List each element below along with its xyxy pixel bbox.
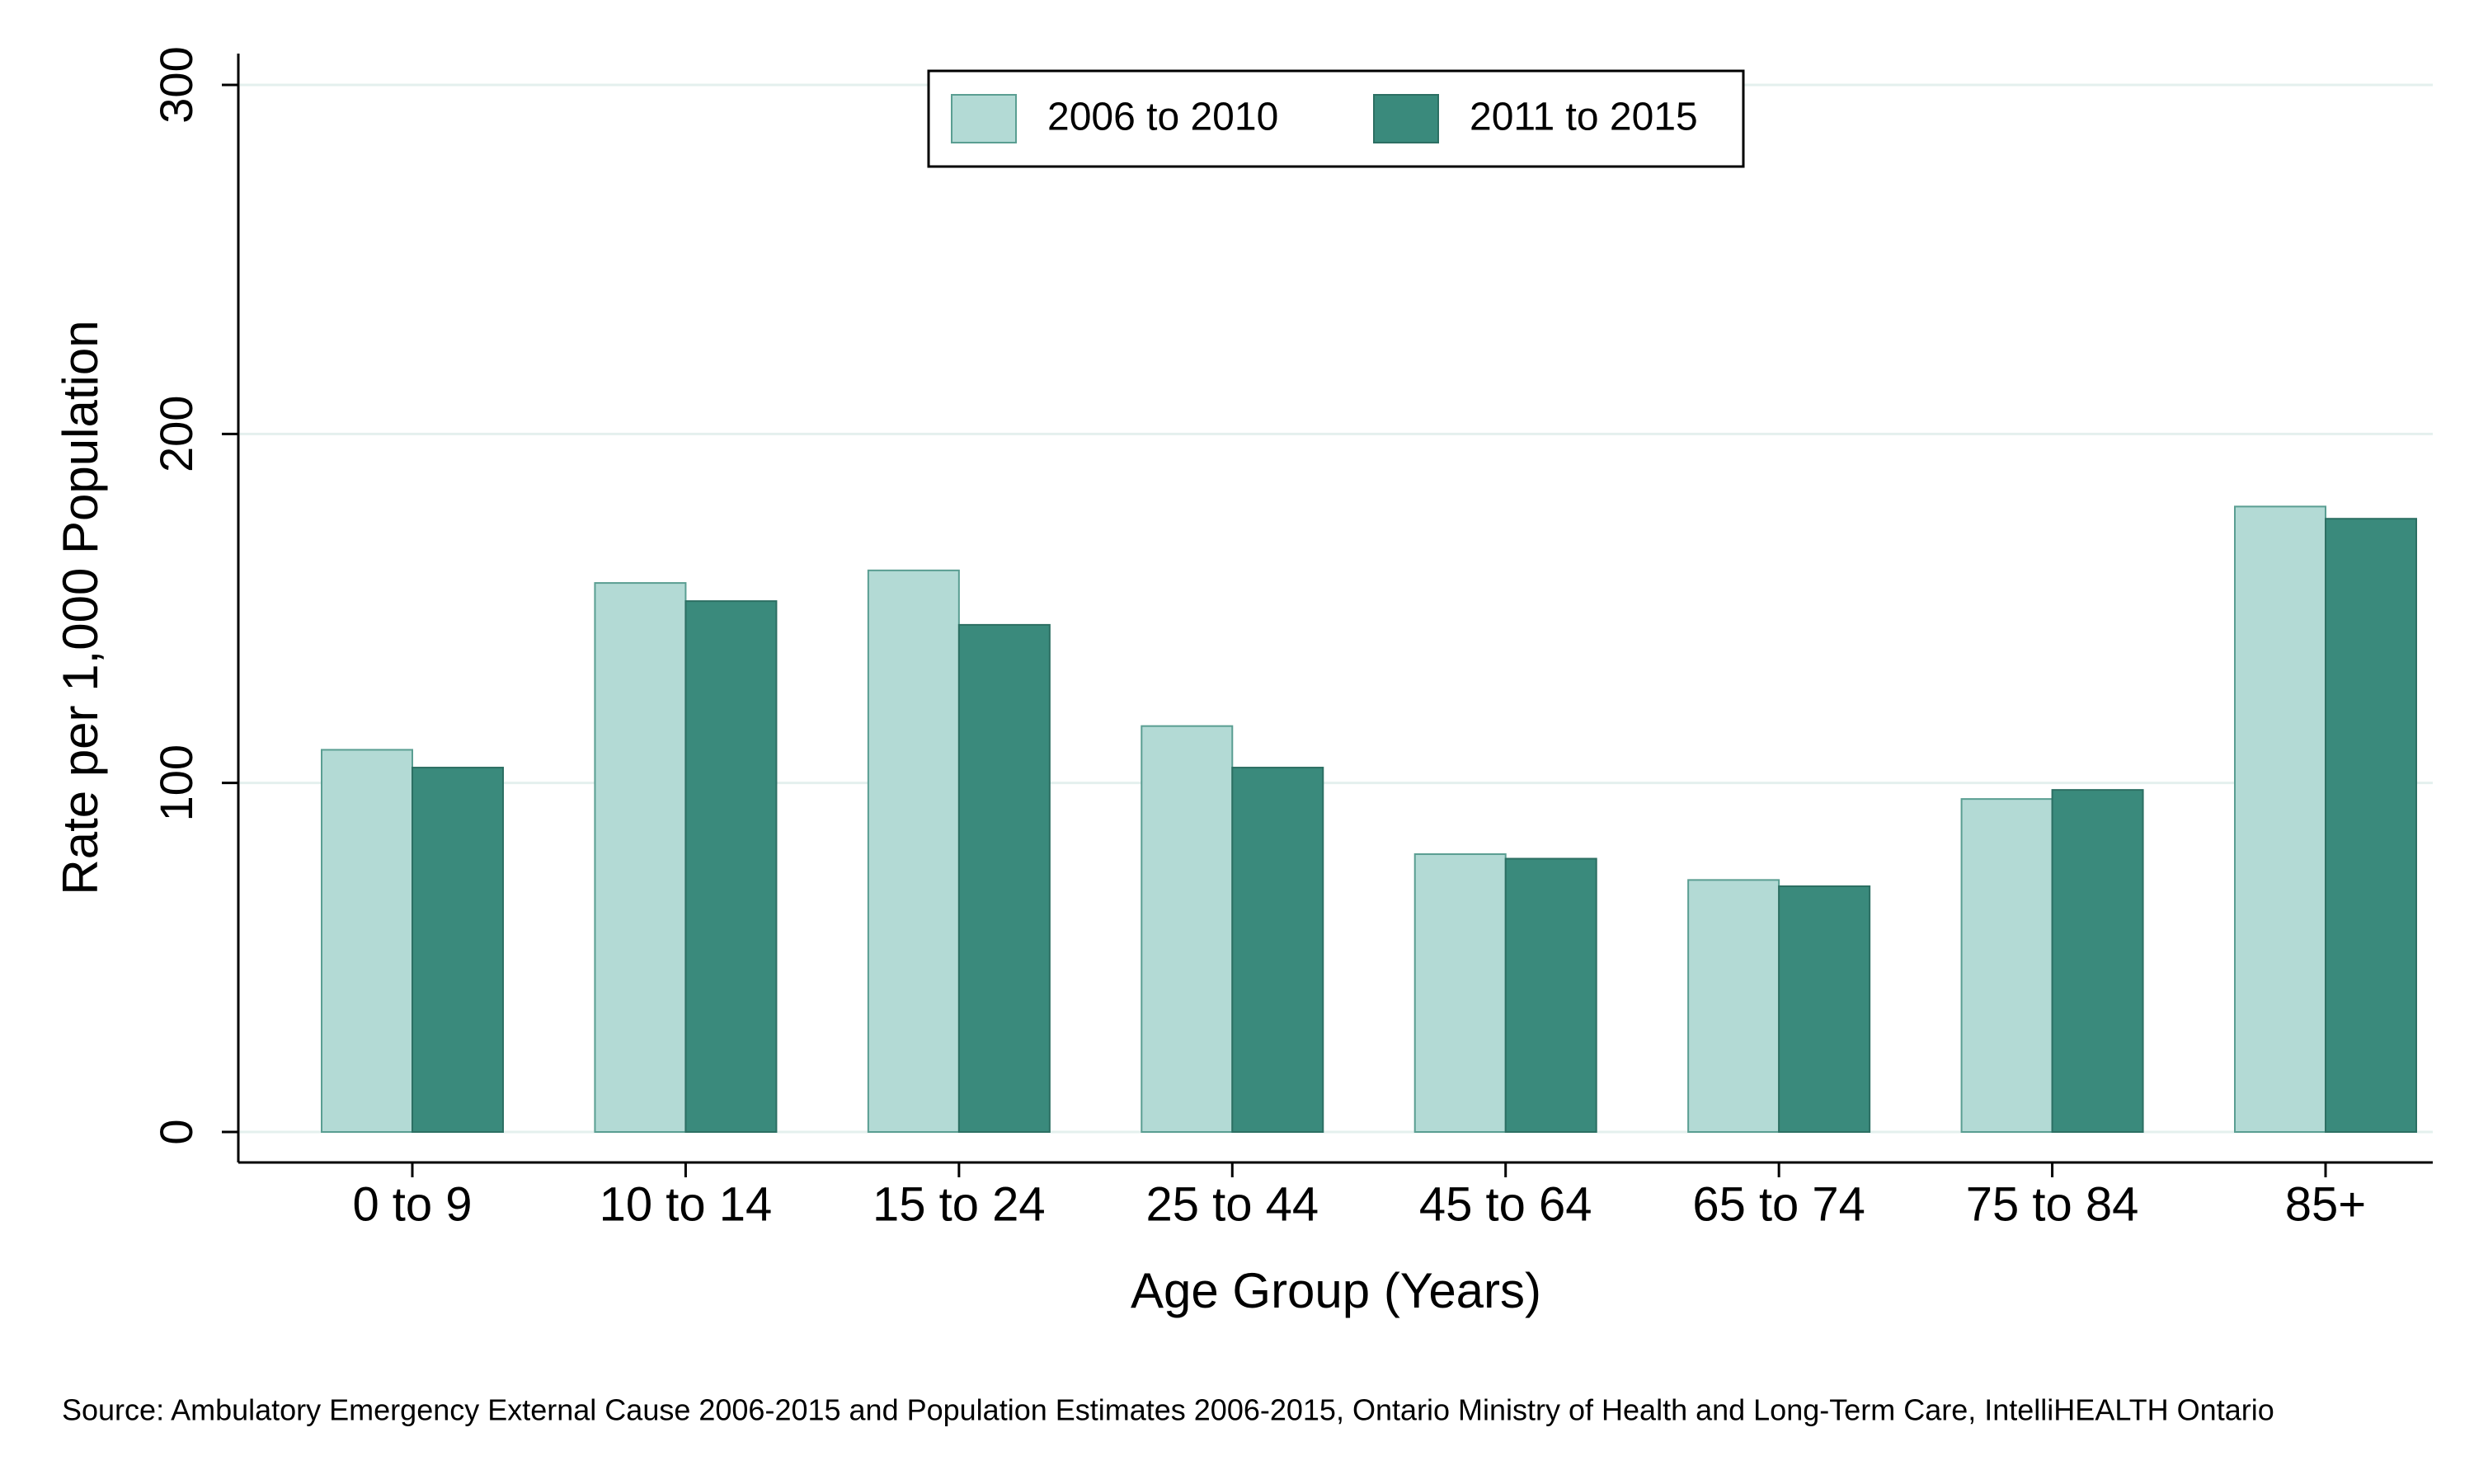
x-tick-label-65-to-74: 65 to 74 [1692, 1177, 1865, 1231]
x-axis-categories: 0 to 9 10 to 14 15 to 24 25 to 44 45 to 64 65… [352, 1162, 2366, 1231]
x-axis-title: Age Group (Years) [1131, 1263, 1541, 1318]
x-tick-label-0-to-9: 0 to 9 [352, 1177, 472, 1231]
bar-2011-to-2015-0-to-9 [412, 767, 504, 1133]
bar-2011-to-2015-75-to-84 [2051, 789, 2144, 1134]
bar-2011-to-2015-15-to-24 [957, 623, 1051, 1133]
bar-2006-to-2010-65-to-74 [1687, 879, 1780, 1134]
x-tick-label-75-to-84: 75 to 84 [1966, 1177, 2139, 1231]
legend-box [927, 69, 1745, 168]
y-tick-label-300: 300 [150, 46, 202, 123]
bar-2011-to-2015-65-to-74 [1778, 885, 1871, 1134]
legend-swatch-2011-2015 [1373, 94, 1439, 143]
y-tick-label-200: 200 [150, 396, 202, 472]
x-tick-label-15-to-24: 15 to 24 [872, 1177, 1046, 1231]
y-tick-label-100: 100 [150, 744, 202, 821]
x-tick-label-25-to-44: 25 to 44 [1145, 1177, 1319, 1231]
x-tick-label-85: 85+ [2285, 1177, 2366, 1231]
legend-swatch-2006-2010 [951, 94, 1017, 143]
source-note: Source: Ambulatory Emergency External Ca… [62, 1393, 2274, 1427]
bar-2006-to-2010-15-to-24 [867, 569, 960, 1133]
y-tick-label-0: 0 [150, 1119, 202, 1144]
y-axis-ticks: 0 100 200 300 [150, 46, 238, 1145]
bar-2011-to-2015-25-to-44 [1231, 767, 1324, 1133]
legend: 2006 to 2010 2011 to 2015 [927, 69, 1745, 168]
legend-label-2011-2015: 2011 to 2015 [1470, 96, 1698, 139]
x-tick-label-10-to-14: 10 to 14 [600, 1177, 773, 1231]
bar-2011-to-2015-85 [2325, 518, 2417, 1133]
legend-label-2006-2010: 2006 to 2010 [1047, 96, 1278, 139]
y-axis-title: Rate per 1,000 Population [53, 320, 108, 895]
bar-2006-to-2010-45-to-64 [1413, 853, 1507, 1133]
bars [321, 505, 2417, 1134]
bar-2011-to-2015-10-to-14 [684, 600, 778, 1133]
x-tick-label-45-to-64: 45 to 64 [1419, 1177, 1592, 1231]
bar-2006-to-2010-25-to-44 [1141, 725, 1234, 1133]
bar-2006-to-2010-10-to-14 [594, 582, 687, 1133]
bar-2011-to-2015-45-to-64 [1504, 857, 1597, 1134]
bar-2006-to-2010-85 [2234, 505, 2326, 1133]
bar-2006-to-2010-0-to-9 [321, 749, 413, 1133]
bar-2006-to-2010-75-to-84 [1960, 798, 2053, 1133]
